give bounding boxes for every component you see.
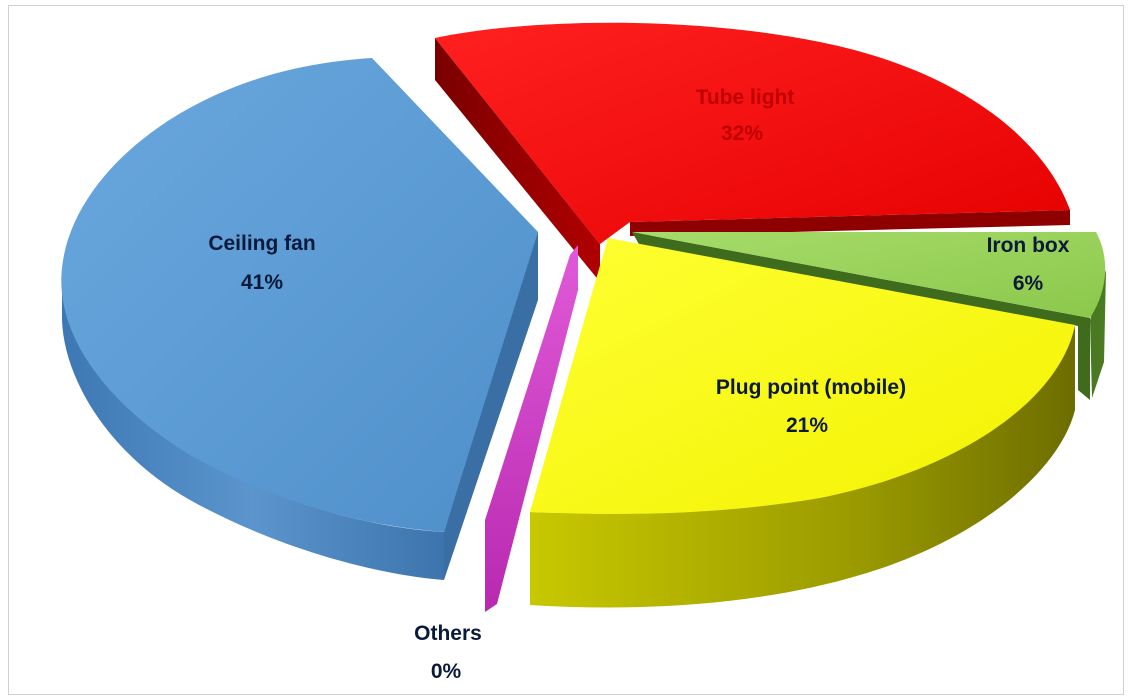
slice-iron-box-top [632,232,1106,318]
slice-ceiling-fan-side-cut [444,232,538,580]
slice-plug-point-top [530,238,1075,514]
slice-iron-box [632,232,1106,400]
slice-others [485,245,578,612]
label-ceiling-fan: Ceiling fan 41% [208,232,315,294]
slice-tube-light [435,22,1070,282]
label-tube-light: Tube light 32% [696,86,795,145]
slice-plug-point [530,238,1075,608]
label-plug-point-name: Plug point (mobile) [716,376,906,399]
slice-others-shape [485,245,578,612]
label-iron-box-pct: 6% [1013,272,1044,295]
slice-iron-box-side-inner [632,232,1090,400]
label-others: Others 0% [414,622,482,683]
slice-tube-light-side-outer [630,210,1070,236]
label-plug-point-pct: 21% [786,414,828,437]
label-tube-light-pct: 32% [721,122,763,145]
slice-tube-light-top [435,22,1070,244]
label-others-name: Others [414,622,482,645]
label-ceiling-fan-pct: 41% [241,271,283,294]
label-others-pct: 0% [431,660,462,683]
label-iron-box: Iron box 6% [987,234,1070,295]
slice-ceiling-fan-side-front [61,268,445,580]
slice-ceiling-fan-top [61,58,538,532]
label-plug-point: Plug point (mobile) 21% [716,376,906,437]
slice-tube-light-side [435,38,600,282]
label-tube-light-name: Tube light [696,86,795,109]
slice-plug-point-side [530,325,1075,608]
label-iron-box-name: Iron box [987,234,1070,257]
label-ceiling-fan-name: Ceiling fan [208,232,315,255]
slice-ceiling-fan [61,58,538,580]
